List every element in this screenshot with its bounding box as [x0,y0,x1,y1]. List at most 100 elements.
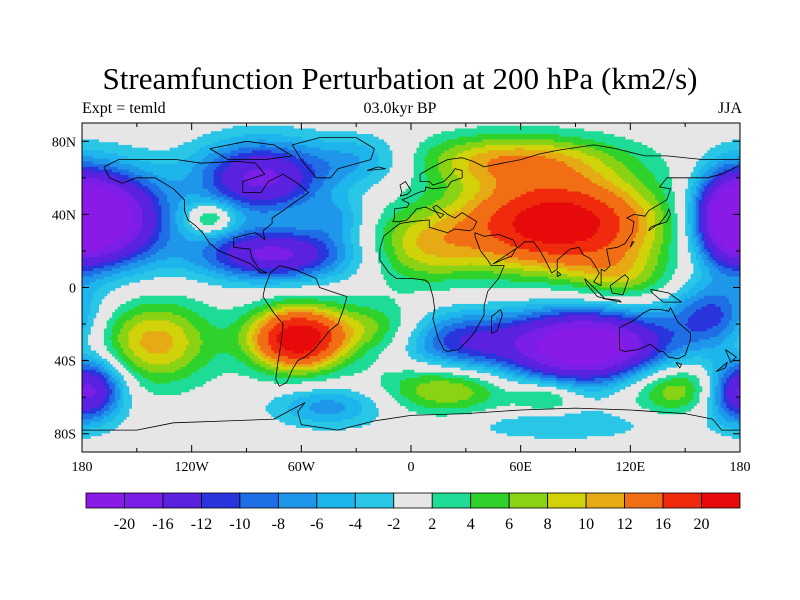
field-cell [726,388,738,393]
field-cell [82,397,105,401]
field-cell [696,207,700,212]
field-cell [216,353,231,357]
field-cell [715,303,733,308]
field-cell [687,342,722,346]
field-cell [339,180,357,184]
field-cell [251,336,259,341]
field-cell [350,339,360,343]
field-cell [82,386,94,390]
field-cell [282,320,319,324]
field-cell [268,336,278,341]
field-cell [345,246,355,250]
field-cell [542,369,618,374]
field-cell [375,227,385,231]
field-cell [164,191,212,195]
field-cell [213,150,231,154]
lat-tick-label: 80S [54,428,76,443]
field-cell [668,243,678,247]
field-cell [707,257,714,261]
field-cell [268,358,278,363]
field-cell [698,216,703,220]
field-cell [501,265,544,269]
field-cell [644,164,667,168]
field-cell [690,199,694,204]
field-cell [249,202,278,206]
field-cell [123,364,130,368]
field-cell [199,331,239,335]
field-cell [112,345,121,349]
field-cell [528,298,585,302]
field-cell [389,391,401,396]
field-cell [715,155,738,160]
field-cell [471,147,516,152]
field-cell [701,194,705,198]
field-cell [671,301,684,305]
field-cell [221,180,248,184]
field-cell [191,202,217,206]
field-cell [389,218,404,223]
field-cell [106,345,113,349]
field-cell [726,369,736,374]
field-cell [353,210,363,215]
field-cell [627,358,642,363]
field-cell [424,397,470,401]
field-cell [386,224,398,228]
field-cell [147,350,168,354]
field-cell [619,175,637,179]
field-cell [641,314,675,319]
field-cell [655,356,664,360]
field-cell [416,323,429,327]
field-cell [101,271,121,275]
field-cell [715,229,740,234]
field-cell [693,383,700,387]
field-cell [515,216,599,220]
field-cell [95,410,105,415]
field-cell [515,364,527,368]
field-cell [696,205,700,209]
field-cell [342,325,352,330]
field-cell [221,243,237,247]
colorbar-swatch [624,492,664,509]
field-cell [517,213,596,217]
field-cell [698,290,740,294]
field-cell [386,331,396,335]
field-cell [465,216,492,220]
field-cell [92,268,113,272]
field-cell [682,284,694,289]
field-cell [268,306,283,311]
field-cell [353,221,363,226]
field-cell [312,419,344,423]
field-cell [616,317,637,321]
field-cell [326,347,338,352]
field-cell [136,254,152,258]
field-cell [698,169,708,173]
field-cell [120,377,124,382]
field-cell [715,430,740,434]
field-cell [82,336,89,341]
field-cell [701,183,708,187]
field-cell [147,388,190,393]
field-cell [400,388,418,393]
field-cell [150,199,160,204]
field-cell [169,229,179,234]
field-cell [698,202,703,206]
field-cell [704,180,711,184]
field-cell [734,345,740,349]
field-cell [350,347,360,352]
field-cell [638,336,659,341]
field-cell [375,246,385,250]
field-cell [572,202,607,206]
field-cell [594,155,615,160]
field-cell [701,224,708,228]
field-cell [309,262,322,267]
field-cell [262,246,283,250]
field-cell [427,312,448,316]
field-cell [112,388,116,393]
field-cell [435,323,453,327]
field-cell [282,394,311,398]
field-cell [712,361,727,365]
field-cell [320,262,333,267]
field-cell [120,314,135,319]
field-cell [644,235,656,239]
field-cell [364,325,379,330]
